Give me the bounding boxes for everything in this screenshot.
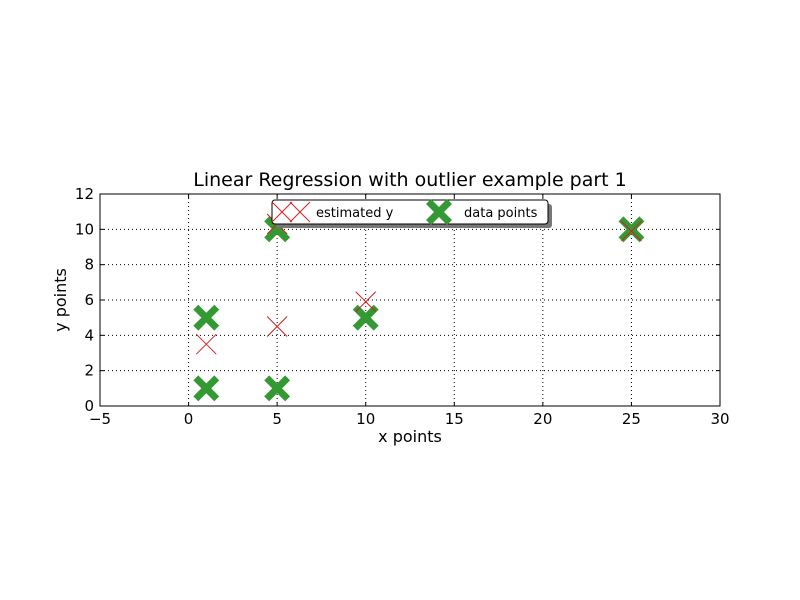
x-tick-label: 10 bbox=[356, 410, 375, 428]
x-tick-label: 5 bbox=[272, 410, 282, 428]
data-point-marker bbox=[352, 304, 379, 331]
x-tick-label: −5 bbox=[89, 410, 111, 428]
y-tick-label: 2 bbox=[84, 362, 94, 380]
legend-marker-data-points bbox=[426, 199, 452, 225]
chart-title: Linear Regression with outlier example p… bbox=[193, 169, 627, 191]
data-point-marker bbox=[618, 216, 645, 243]
estimated-y-marker bbox=[355, 291, 377, 313]
x-axis-label: x points bbox=[378, 427, 442, 446]
estimated-y-legend-marker bbox=[289, 201, 311, 223]
estimated-y-marker bbox=[195, 333, 217, 355]
legend-box bbox=[271, 199, 549, 225]
estimated-y-marker bbox=[621, 220, 642, 242]
y-axis-label: y points bbox=[51, 268, 70, 332]
x-tick-label: 0 bbox=[184, 410, 194, 428]
y-tick-label: 10 bbox=[75, 220, 94, 238]
y-tick-label: 4 bbox=[84, 326, 94, 344]
data-points-legend-marker bbox=[426, 199, 452, 225]
estimated-y-marker bbox=[266, 316, 288, 337]
grid bbox=[100, 194, 720, 406]
legend-label-data-points: data points bbox=[464, 206, 538, 221]
data-point-marker bbox=[193, 304, 220, 331]
x-tick-label: 30 bbox=[710, 410, 729, 428]
x-tick-label: 25 bbox=[622, 410, 641, 428]
plot-frame bbox=[99, 193, 721, 407]
y-tick-label: 12 bbox=[75, 185, 94, 203]
legend-marker-estimated-y bbox=[271, 201, 311, 223]
y-tick-label: 0 bbox=[84, 397, 94, 415]
y-tick-label: 8 bbox=[84, 256, 94, 274]
data-point-marker bbox=[264, 375, 291, 402]
x-tick-label: 20 bbox=[533, 410, 552, 428]
estimated-y-legend-marker bbox=[271, 201, 293, 223]
data-point-marker bbox=[193, 375, 220, 402]
x-tick-label: 15 bbox=[445, 410, 464, 428]
y-tick-label: 6 bbox=[84, 291, 94, 309]
series-markers bbox=[193, 213, 645, 402]
legend: estimated y data points bbox=[271, 199, 552, 228]
legend-label-estimated-y: estimated y bbox=[316, 206, 394, 221]
